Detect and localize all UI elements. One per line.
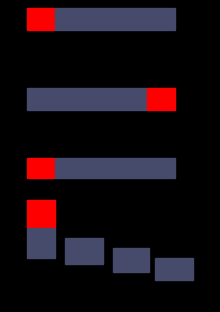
Bar bbox=[55, 158, 175, 178]
Bar bbox=[27, 88, 147, 110]
Bar bbox=[27, 158, 55, 178]
Bar bbox=[113, 248, 149, 272]
Bar bbox=[27, 200, 55, 228]
Bar bbox=[155, 258, 193, 280]
Bar bbox=[27, 8, 55, 30]
Bar bbox=[27, 228, 55, 258]
Bar bbox=[147, 88, 175, 110]
Bar bbox=[65, 238, 103, 264]
Bar bbox=[55, 8, 175, 30]
